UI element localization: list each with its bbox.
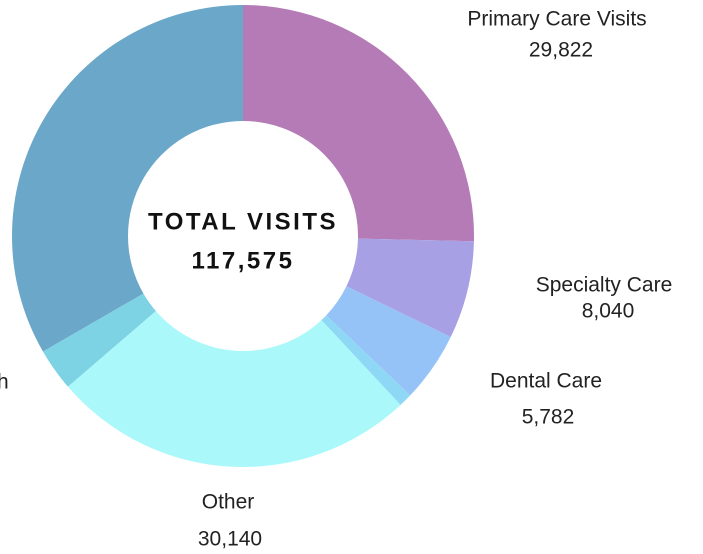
slice-label: Specialty Care — [536, 274, 673, 297]
donut-slice — [42, 293, 156, 387]
donut-slice — [346, 238, 474, 338]
donut-slice — [326, 286, 451, 396]
slice-label: Primary Care Visits — [467, 8, 646, 31]
slice-value: 8,040 — [582, 300, 635, 323]
donut-slice — [67, 311, 401, 467]
slice-label: Other — [202, 491, 255, 514]
slice-value: 29,822 — [529, 39, 593, 62]
center-total: 117,575 — [192, 247, 295, 274]
slice-value: 30,140 — [198, 528, 262, 551]
slice-label: Dental Care — [490, 370, 602, 393]
slice-value: 5,782 — [522, 406, 575, 429]
slice-label: h — [0, 371, 9, 394]
donut-slice — [321, 315, 411, 405]
donut-slice — [12, 5, 243, 352]
center-title: TOTAL VISITS — [148, 208, 338, 235]
donut-slice — [243, 5, 474, 242]
